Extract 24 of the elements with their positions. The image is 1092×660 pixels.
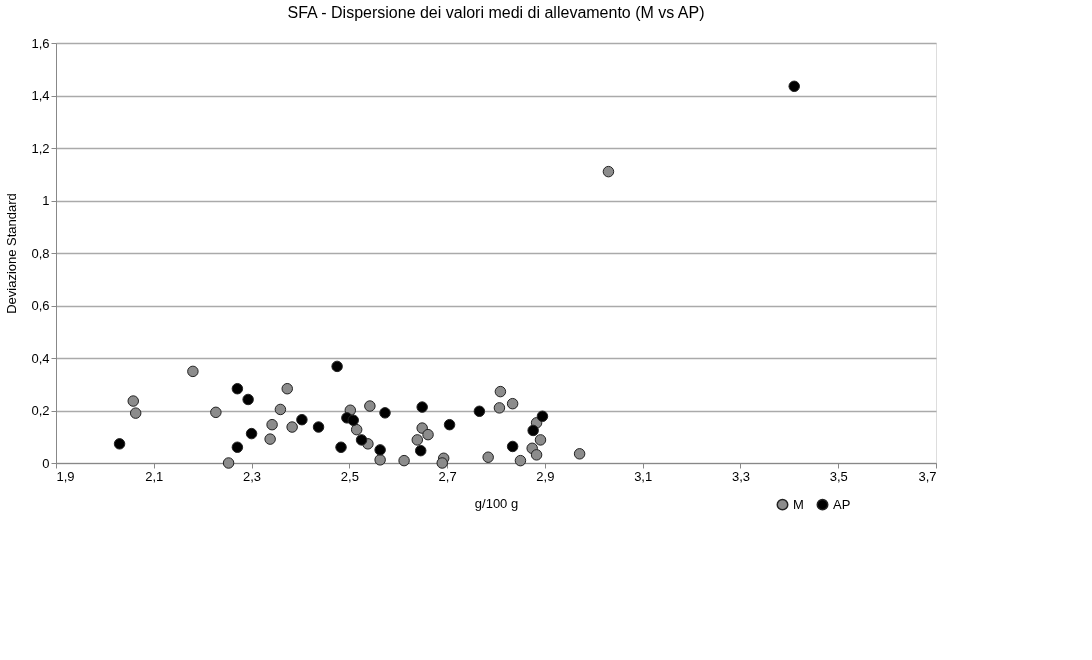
- x-tick-label: 3,3: [731, 468, 750, 484]
- x-tick-label: 3,7: [918, 468, 937, 484]
- y-tick-label: 0,8: [31, 245, 50, 261]
- y-tick-label: 0: [42, 455, 50, 471]
- x-tick-label: 3,5: [829, 468, 848, 484]
- legend-label: AP: [833, 496, 851, 512]
- y-tick-label: 1: [42, 193, 50, 208]
- y-tick-label: 0,4: [31, 350, 50, 366]
- x-tick-label: 2,5: [340, 468, 359, 484]
- x-tick-label: 2,7: [438, 468, 457, 484]
- x-tick-label: 3,1: [634, 468, 653, 484]
- legend-label: M: [793, 496, 804, 512]
- chart-title: SFA - Dispersione dei valori medi di allevamento (M vs AP): [287, 4, 705, 21]
- y-tick-label: 1,4: [31, 88, 50, 103]
- y-tick-label: 0,2: [31, 403, 50, 418]
- y-axis-title: Deviazione Standard: [4, 193, 20, 314]
- x-tick-label: 2,9: [536, 468, 555, 484]
- x-tick-label: 1,9: [56, 468, 75, 484]
- x-axis-title: g/100 g: [474, 495, 519, 511]
- y-tick-label: 0,6: [31, 298, 50, 313]
- x-tick-label: 2,3: [243, 468, 262, 484]
- x-tick-label: 2,1: [145, 468, 164, 484]
- y-tick-label: 1,2: [31, 140, 50, 156]
- y-tick-label: 1,6: [31, 35, 50, 51]
